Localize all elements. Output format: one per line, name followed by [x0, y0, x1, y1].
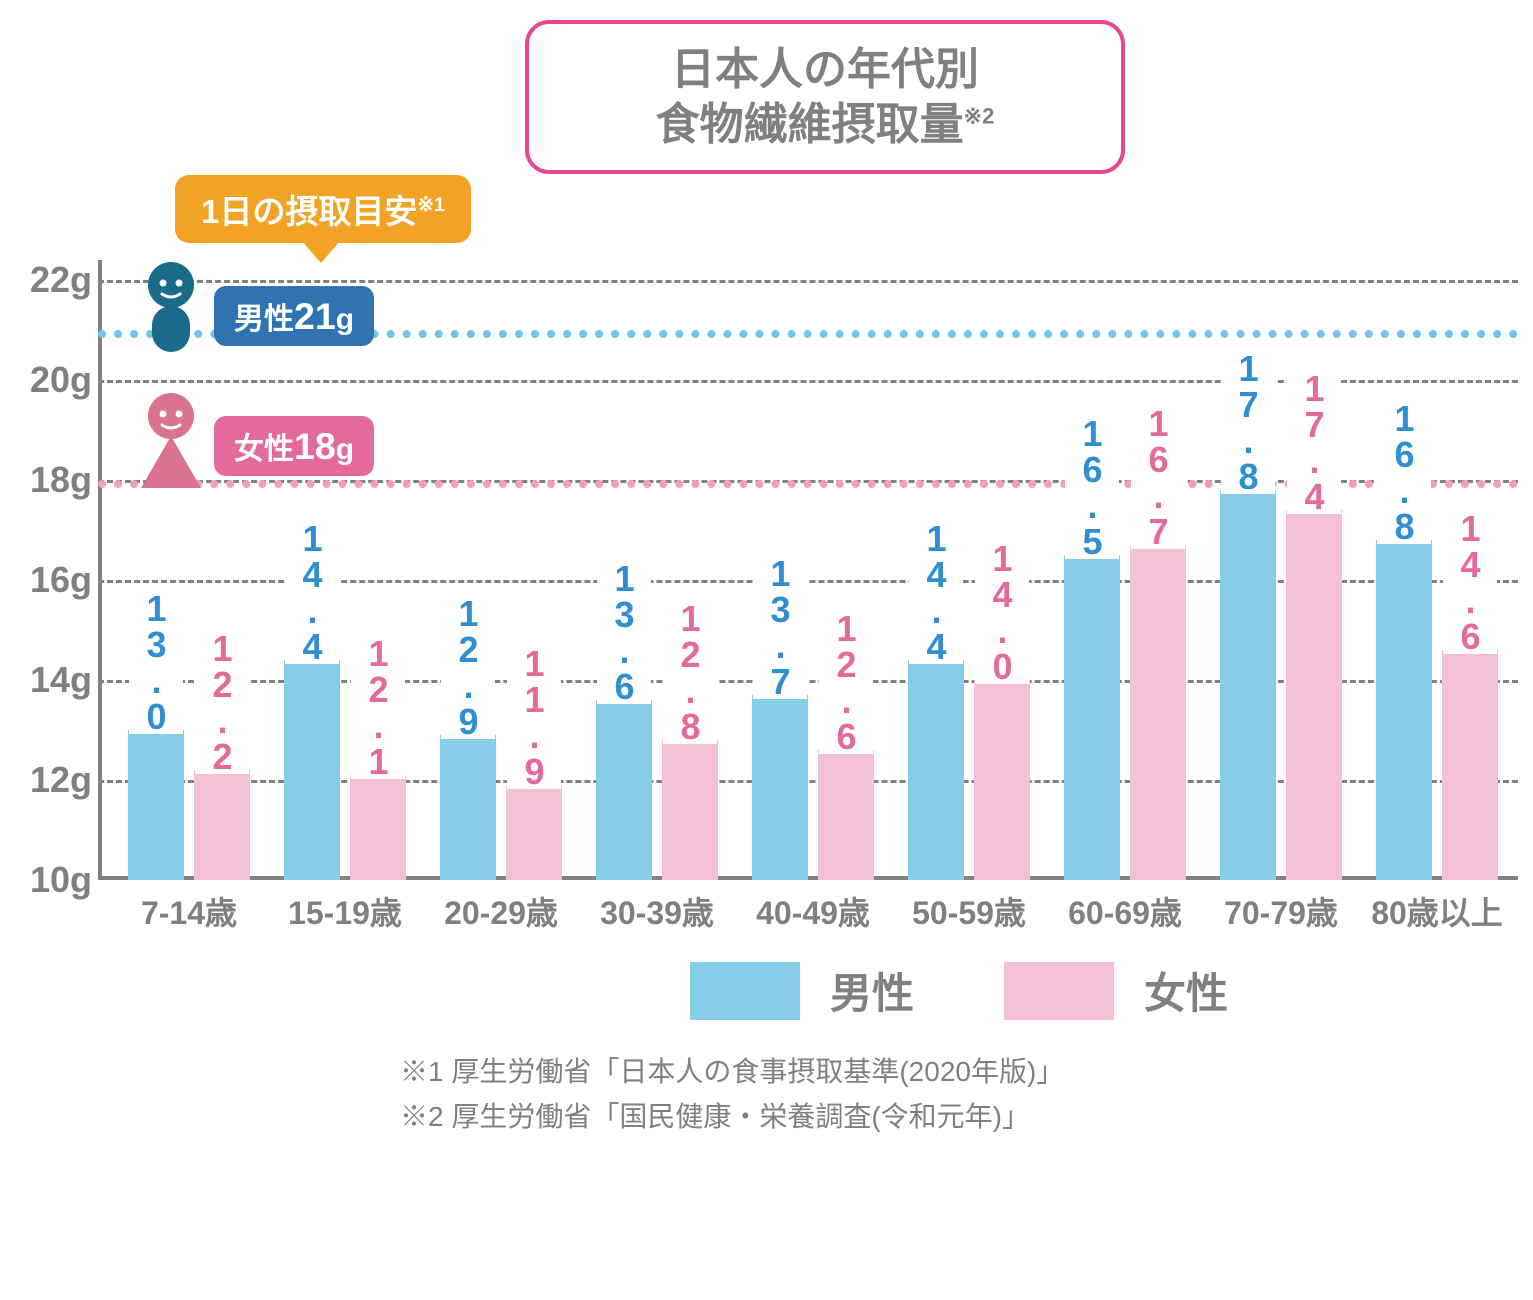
- male-bar-value: 14.4: [909, 518, 963, 664]
- x-axis-category-label: 80歳以上: [1352, 888, 1522, 934]
- male-bar-value: 13.6: [597, 558, 651, 704]
- female-bar: 17.4: [1286, 510, 1342, 880]
- male-bar: 14.4: [908, 660, 964, 880]
- footnote-2: ※2 厚生労働省「国民健康・栄養調査(令和元年)」: [400, 1095, 1064, 1140]
- female-bar: 11.9: [506, 785, 562, 880]
- female-bar-value: 12.6: [819, 608, 873, 754]
- female-target-unit: g: [336, 433, 354, 466]
- bar-group: 14.414.050-59歳: [908, 280, 1030, 880]
- female-bar: 12.1: [350, 775, 406, 880]
- legend-female-swatch: [1004, 962, 1114, 1020]
- legend-female: 女性: [1004, 960, 1228, 1021]
- male-bar: 17.8: [1220, 490, 1276, 880]
- chart-plot-area: 10g12g14g16g18g20g22g 13.012.27-14歳14.41…: [98, 280, 1518, 880]
- female-person-icon: [133, 390, 209, 502]
- female-bar-value: 14.0: [975, 538, 1029, 684]
- y-axis-tick-label: 12g: [2, 759, 92, 801]
- y-axis-tick-label: 10g: [2, 859, 92, 901]
- bar-group: 17.817.470-79歳: [1220, 280, 1342, 880]
- female-bar: 14.0: [974, 680, 1030, 880]
- male-bar: 12.9: [440, 735, 496, 880]
- male-bar-value: 14.4: [285, 518, 339, 664]
- x-axis-category-label: 40-49歳: [728, 888, 898, 934]
- x-axis-category-label: 30-39歳: [572, 888, 742, 934]
- bar-group: 13.712.640-49歳: [752, 280, 874, 880]
- intake-callout-sup: ※1: [417, 194, 445, 216]
- legend: 男性 女性: [690, 960, 1228, 1021]
- bar-group: 12.911.920-29歳: [440, 280, 562, 880]
- y-axis-tick-label: 22g: [2, 259, 92, 301]
- x-axis-category-label: 20-29歳: [416, 888, 586, 934]
- female-bar: 14.6: [1442, 650, 1498, 880]
- male-bar-value: 13.0: [129, 588, 183, 734]
- legend-male: 男性: [690, 960, 914, 1021]
- bar-group: 16.516.760-69歳: [1064, 280, 1186, 880]
- x-axis-category-label: 60-69歳: [1040, 888, 1210, 934]
- male-target-value: 21: [294, 295, 336, 337]
- male-target-prefix: 男性: [234, 303, 294, 336]
- x-axis-category-label: 50-59歳: [884, 888, 1054, 934]
- female-bar-value: 12.8: [663, 598, 717, 744]
- male-bar-value: 17.8: [1221, 348, 1275, 494]
- female-bar-value: 12.2: [195, 628, 249, 774]
- footnote-1: ※1 厚生労働省「日本人の食事摂取基準(2020年版)」: [400, 1050, 1064, 1095]
- male-bar: 13.0: [128, 730, 184, 880]
- bar-group: 14.412.115-19歳: [284, 280, 406, 880]
- male-bar-value: 16.5: [1065, 413, 1119, 559]
- female-target-badge: 女性18g: [214, 416, 374, 476]
- male-bar-value: 16.8: [1377, 398, 1431, 544]
- x-axis-category-label: 70-79歳: [1196, 888, 1366, 934]
- intake-callout-tail: [295, 233, 347, 263]
- chart-title: 日本人の年代別 食物繊維摂取量※2: [559, 42, 1091, 152]
- male-bar-value: 13.7: [753, 553, 807, 699]
- female-bar: 12.2: [194, 770, 250, 880]
- intake-callout-text: 1日の摂取目安: [201, 193, 417, 230]
- chart-title-line1: 日本人の年代別: [671, 45, 979, 94]
- chart-title-sup: ※2: [964, 103, 995, 128]
- female-target-value: 18: [294, 425, 336, 467]
- female-bar: 12.8: [662, 740, 718, 880]
- male-bar: 13.7: [752, 695, 808, 880]
- chart-title-line2: 食物繊維摂取量: [656, 100, 964, 149]
- y-axis-tick-label: 16g: [2, 559, 92, 601]
- female-bar-value: 14.6: [1443, 508, 1497, 654]
- female-bar-value: 16.7: [1131, 403, 1185, 549]
- y-axis-tick-label: 20g: [2, 359, 92, 401]
- male-target-unit: g: [336, 303, 354, 336]
- chart-title-box: 日本人の年代別 食物繊維摂取量※2: [525, 20, 1125, 174]
- male-bar: 16.5: [1064, 555, 1120, 880]
- bar-group: 13.012.27-14歳: [128, 280, 250, 880]
- y-axis-tick-label: 14g: [2, 659, 92, 701]
- legend-male-label: 男性: [830, 960, 914, 1021]
- male-person-icon: [136, 260, 206, 370]
- male-target-badge: 男性21g: [214, 286, 374, 346]
- y-axis-tick-label: 18g: [2, 459, 92, 501]
- legend-female-label: 女性: [1144, 960, 1228, 1021]
- footnotes: ※1 厚生労働省「日本人の食事摂取基準(2020年版)」 ※2 厚生労働省「国民…: [400, 1050, 1064, 1140]
- male-bar: 14.4: [284, 660, 340, 880]
- female-bar-value: 12.1: [351, 633, 405, 779]
- x-axis-category-label: 15-19歳: [260, 888, 430, 934]
- male-bar-value: 12.9: [441, 593, 495, 739]
- female-target-prefix: 女性: [234, 433, 294, 466]
- male-bar: 16.8: [1376, 540, 1432, 880]
- male-bar: 13.6: [596, 700, 652, 880]
- legend-male-swatch: [690, 962, 800, 1020]
- female-bar-value: 11.9: [507, 643, 561, 789]
- female-bar: 12.6: [818, 750, 874, 880]
- bar-group: 16.814.680歳以上: [1376, 280, 1498, 880]
- x-axis-category-label: 7-14歳: [104, 888, 274, 934]
- bars-container: 13.012.27-14歳 14.412.115-19歳 12.911.920-29…: [98, 280, 1518, 880]
- bar-group: 13.612.830-39歳: [596, 280, 718, 880]
- female-bar-value: 17.4: [1287, 368, 1341, 514]
- female-bar: 16.7: [1130, 545, 1186, 880]
